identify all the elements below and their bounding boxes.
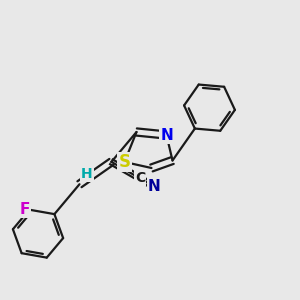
Text: N: N (148, 179, 161, 194)
Text: N: N (160, 128, 173, 142)
Text: C: C (135, 171, 145, 185)
Text: S: S (118, 153, 130, 171)
Text: F: F (20, 202, 30, 217)
Text: H: H (81, 167, 93, 181)
